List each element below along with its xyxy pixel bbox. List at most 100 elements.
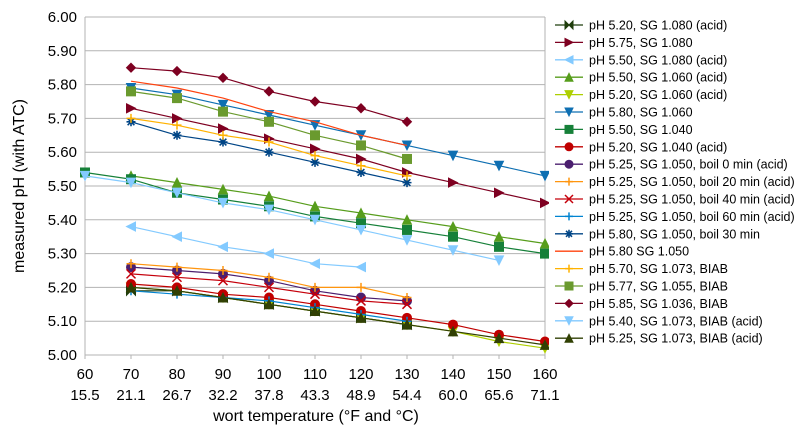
y-tick-label: 6.00 bbox=[48, 9, 77, 26]
data-point bbox=[310, 151, 320, 161]
data-point bbox=[126, 102, 137, 114]
data-point bbox=[218, 137, 228, 147]
x-tick-label-c: 32.2 bbox=[208, 387, 237, 404]
legend-item: pH 5.25, SG 1.050, boil 60 min (acid) bbox=[555, 210, 795, 224]
data-point bbox=[172, 262, 182, 272]
series-line bbox=[130, 87, 546, 177]
data-point bbox=[356, 282, 366, 292]
data-point bbox=[217, 99, 229, 111]
x-tick-label-c: 21.1 bbox=[116, 387, 145, 404]
data-point bbox=[448, 177, 459, 188]
legend-item: pH 5.77, SG 1.055, BIAB bbox=[555, 280, 728, 294]
data-point bbox=[171, 65, 183, 77]
x-tick-label-f: 100 bbox=[256, 366, 281, 383]
data-point bbox=[171, 177, 183, 188]
data-point bbox=[564, 19, 574, 31]
y-axis-label: measured pH (with ATC) bbox=[11, 99, 28, 273]
legend-label: pH 5.50, SG 1.040 bbox=[589, 123, 693, 137]
data-point bbox=[218, 123, 229, 134]
data-point bbox=[355, 207, 367, 219]
x-tick-label-f: 130 bbox=[394, 366, 419, 383]
data-point bbox=[401, 116, 413, 127]
data-point bbox=[217, 197, 229, 209]
x-tick-label-f: 120 bbox=[348, 366, 373, 383]
data-point bbox=[539, 237, 551, 249]
data-point bbox=[355, 103, 367, 114]
legend-item: pH 5.50, SG 1.060 (acid) bbox=[555, 71, 727, 85]
legend-item: pH 5.40, SG 1.073, BIAB (acid) bbox=[555, 314, 763, 328]
legend-item: pH 5.50, SG 1.080 (acid) bbox=[555, 53, 727, 67]
x-tick-label-c: 65.6 bbox=[484, 387, 513, 404]
series bbox=[125, 62, 413, 127]
y-tick-label: 5.40 bbox=[48, 212, 77, 229]
x-tick-label-f: 110 bbox=[303, 366, 327, 383]
data-point bbox=[447, 150, 459, 162]
data-point bbox=[564, 316, 574, 326]
data-point bbox=[125, 281, 137, 293]
legend-label: pH 5.80 SG 1.050 bbox=[589, 245, 689, 259]
series-line bbox=[84, 175, 500, 261]
x-tick-label-c: 48.9 bbox=[346, 387, 375, 404]
legend-label: pH 5.75, SG 1.080 bbox=[589, 36, 693, 50]
data-point bbox=[356, 153, 367, 165]
data-point bbox=[217, 291, 229, 303]
data-point bbox=[263, 298, 275, 310]
series-layer bbox=[79, 62, 551, 354]
x-axis-ticks: 60 15.5 70 21.1 80 26.7 90 32.2 100 37.8 110 43.3 12… bbox=[70, 366, 559, 404]
legend-label: pH 5.25, SG 1.050, boil 40 min (acid) bbox=[589, 193, 795, 207]
data-point bbox=[125, 268, 137, 279]
legend-item: pH 5.20, SG 1.060 (acid) bbox=[555, 88, 727, 102]
legend-label: pH 5.50, SG 1.060 (acid) bbox=[589, 71, 727, 85]
data-point bbox=[218, 266, 228, 275]
data-point bbox=[171, 285, 183, 296]
data-point bbox=[402, 171, 412, 181]
x-tick-label-f: 60 bbox=[77, 366, 94, 383]
data-point bbox=[402, 293, 412, 303]
data-point bbox=[447, 245, 459, 256]
data-point bbox=[540, 248, 550, 259]
x-tick-label-f: 160 bbox=[532, 366, 557, 383]
data-point bbox=[79, 170, 91, 182]
legend-label: pH 5.50, SG 1.080 (acid) bbox=[589, 53, 727, 67]
data-point bbox=[494, 187, 505, 199]
series bbox=[126, 117, 412, 188]
data-point bbox=[264, 116, 274, 127]
legend-item: pH 5.80, SG 1.060 bbox=[555, 106, 693, 120]
data-point bbox=[172, 120, 182, 130]
data-point bbox=[356, 140, 366, 151]
legend-item: pH 5.20, SG 1.040 (acid) bbox=[555, 140, 727, 154]
x-tick-label-c: 71.1 bbox=[530, 387, 559, 404]
data-point bbox=[564, 72, 574, 82]
data-point bbox=[565, 212, 573, 221]
data-point bbox=[356, 167, 366, 177]
data-point bbox=[310, 282, 320, 292]
data-point bbox=[172, 93, 182, 104]
legend-item: pH 5.85, SG 1.036, BIAB bbox=[555, 297, 728, 311]
x-tick-label-f: 70 bbox=[123, 366, 140, 383]
data-point bbox=[126, 259, 136, 269]
legend-label: pH 5.80, SG 1.060 bbox=[589, 106, 693, 120]
data-point bbox=[447, 220, 459, 232]
data-point bbox=[264, 272, 274, 282]
legend-label: pH 5.25, SG 1.050, boil 60 min (acid) bbox=[589, 210, 795, 224]
y-tick-label: 5.00 bbox=[48, 347, 77, 364]
x-tick-label-c: 43.3 bbox=[300, 387, 329, 404]
legend-label: pH 5.25, SG 1.050, boil 0 min (acid) bbox=[589, 158, 788, 172]
legend-item: pH 5.75, SG 1.080 bbox=[555, 36, 693, 50]
data-point bbox=[565, 264, 573, 273]
data-point bbox=[564, 194, 574, 204]
series bbox=[125, 268, 413, 310]
legend-box bbox=[549, 15, 807, 361]
data-point bbox=[171, 272, 183, 283]
y-tick-label: 5.80 bbox=[48, 77, 77, 94]
data-point bbox=[218, 106, 228, 117]
data-point bbox=[564, 90, 574, 100]
data-point bbox=[494, 241, 504, 252]
series bbox=[130, 80, 408, 146]
series-line bbox=[130, 80, 408, 146]
legend-label: pH 5.70, SG 1.073, BIAB bbox=[589, 262, 728, 276]
data-point bbox=[263, 204, 275, 216]
data-point bbox=[309, 289, 321, 300]
data-point bbox=[217, 72, 229, 84]
